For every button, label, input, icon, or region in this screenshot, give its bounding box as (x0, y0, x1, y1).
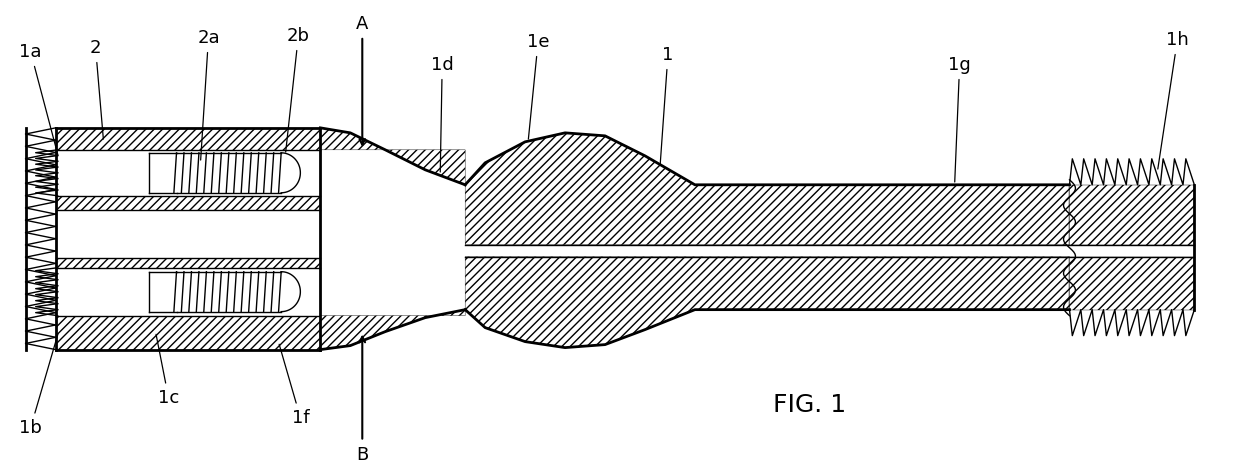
Text: 1a: 1a (20, 43, 58, 155)
Text: 1b: 1b (20, 334, 58, 437)
Text: 1d: 1d (430, 56, 454, 172)
Text: A: A (356, 15, 368, 33)
Bar (56, 258, 320, 268)
Bar (56, 316, 320, 350)
Text: FIG. 1: FIG. 1 (774, 393, 847, 417)
Bar (56, 128, 320, 150)
Text: 1h: 1h (1158, 31, 1189, 169)
Text: 2: 2 (89, 39, 103, 139)
Text: 1c: 1c (156, 334, 179, 407)
Text: 1: 1 (660, 46, 673, 165)
Text: 1e: 1e (527, 33, 549, 139)
Text: 2b: 2b (285, 27, 310, 152)
Text: B: B (356, 446, 368, 465)
Text: 1g: 1g (949, 56, 971, 182)
Bar (56, 196, 320, 210)
Text: 1f: 1f (279, 344, 309, 426)
Text: 2a: 2a (197, 29, 219, 160)
